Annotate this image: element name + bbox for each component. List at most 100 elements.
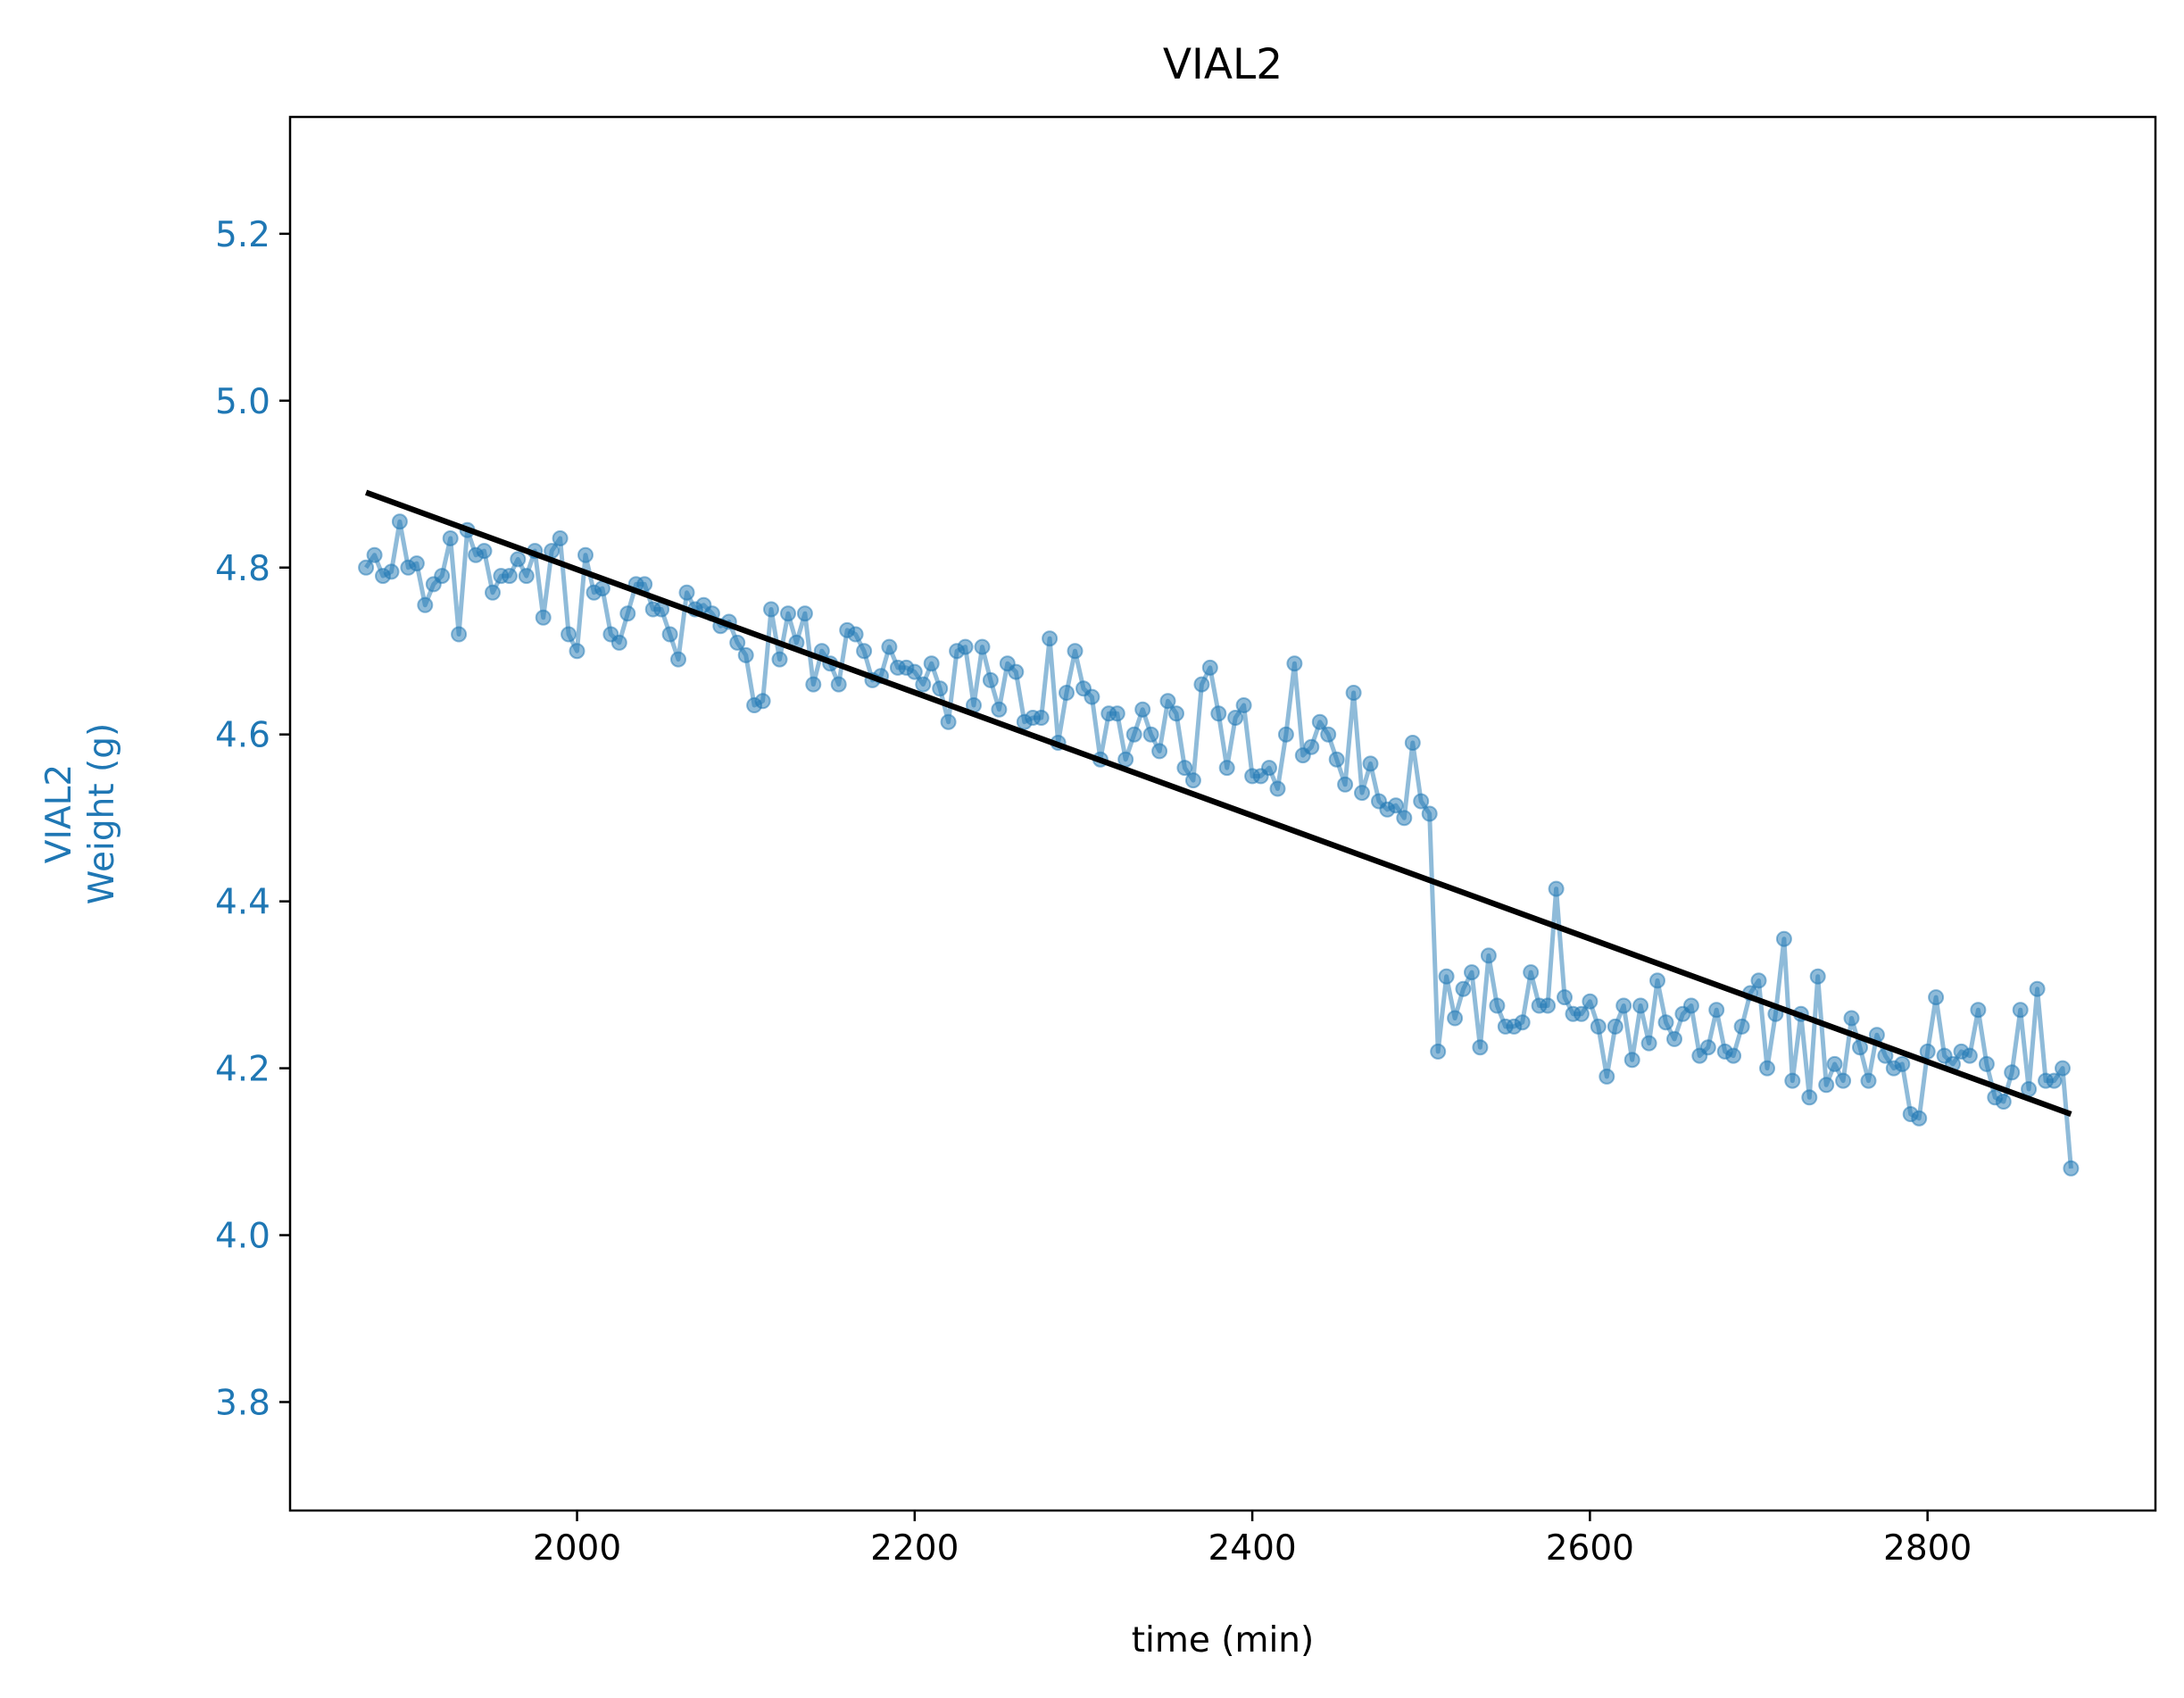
data-point <box>1750 972 1767 989</box>
data-point <box>1666 1030 1682 1047</box>
data-point <box>1699 1039 1716 1056</box>
data-point <box>1582 993 1599 1010</box>
data-point <box>1201 659 1218 676</box>
data-point <box>754 693 771 710</box>
data-point <box>1117 751 1134 768</box>
x-tick-label: 2000 <box>533 1528 621 1569</box>
data-point <box>1733 1018 1750 1035</box>
data-point <box>1354 785 1370 802</box>
data-point <box>1033 710 1050 726</box>
data-point <box>1970 1002 1987 1019</box>
data-point <box>1540 997 1557 1014</box>
data-point <box>1809 968 1826 985</box>
data-point <box>1387 797 1404 814</box>
data-point <box>1775 930 1792 947</box>
data-point <box>1818 1077 1835 1094</box>
data-point <box>1447 1010 1464 1027</box>
data-point <box>1657 1014 1674 1031</box>
data-point <box>1995 1094 2012 1110</box>
x-axis: 2000 2200 2400 2600 2800 <box>533 1511 1972 1569</box>
data-point <box>408 555 425 572</box>
data-point <box>982 671 999 688</box>
data-point <box>1286 655 1303 672</box>
data-point <box>940 713 957 730</box>
data-point <box>1337 776 1354 793</box>
x-tick-label: 2600 <box>1546 1528 1634 1569</box>
y-tick-label: 4.2 <box>215 1050 270 1090</box>
data-point <box>1168 705 1184 722</box>
data-point <box>1413 793 1430 810</box>
data-point <box>1328 751 1345 768</box>
data-point <box>915 676 932 693</box>
data-point <box>2012 1002 2029 1019</box>
data-point <box>830 676 847 693</box>
data-point <box>737 646 754 663</box>
data-point <box>391 513 408 530</box>
data-point <box>358 559 375 576</box>
data-point <box>1362 755 1379 772</box>
fit-line <box>365 489 2072 1118</box>
data-point <box>442 530 459 546</box>
data-point <box>771 651 788 668</box>
y-tick-label: 5.2 <box>215 215 270 255</box>
data-point <box>1269 780 1286 797</box>
data-point <box>1759 1060 1775 1077</box>
plot-frame <box>288 115 2157 1512</box>
data-point <box>1320 726 1337 743</box>
data-point <box>451 626 468 643</box>
data-point <box>1826 1055 1843 1072</box>
data-point <box>1277 726 1294 743</box>
data-point <box>957 638 974 655</box>
x-tick-label: 2200 <box>870 1528 959 1569</box>
data-point <box>1421 805 1438 822</box>
data-point <box>1961 1047 1978 1064</box>
data-point <box>1489 997 1506 1014</box>
data-point <box>1472 1039 1489 1056</box>
data-point <box>485 584 501 601</box>
x-tick-label: 2800 <box>1883 1528 1972 1569</box>
data-point <box>1843 1010 1860 1027</box>
data-point <box>1860 1072 1877 1089</box>
data-point <box>678 584 695 601</box>
data-point <box>974 638 991 655</box>
plot-marks <box>358 489 2080 1177</box>
data-point <box>932 680 949 697</box>
data-point <box>1464 964 1480 981</box>
data-point <box>518 568 535 585</box>
data-point <box>1725 1047 1742 1064</box>
data-point <box>1008 663 1025 680</box>
data-point <box>805 676 822 693</box>
data-point <box>1548 880 1565 897</box>
data-point <box>535 609 552 626</box>
data-point <box>1649 972 1665 989</box>
data-point <box>434 568 451 585</box>
data-point <box>1911 1110 1928 1127</box>
data-point <box>1599 1068 1615 1085</box>
data-point <box>1438 968 1455 985</box>
data-point <box>1852 1039 1868 1056</box>
data-point <box>1573 1005 1590 1022</box>
data-point <box>729 634 746 651</box>
data-point <box>1640 1035 1657 1052</box>
data-point <box>2046 1072 2063 1089</box>
data-point <box>561 626 577 643</box>
data-point <box>991 701 1008 718</box>
data-point <box>510 551 527 568</box>
data-point <box>1193 676 1210 693</box>
data-point <box>1455 980 1472 997</box>
data-point <box>1623 1052 1640 1069</box>
y-axis: 3.8 4.0 4.2 4.4 4.6 4.8 5.0 5.2 <box>215 215 290 1423</box>
y-tick-label: 4.6 <box>215 716 270 756</box>
data-point <box>906 663 923 680</box>
data-point <box>1151 743 1168 760</box>
y-axis-label-line-2: Weight (g) <box>82 723 122 904</box>
data-point <box>1682 997 1699 1014</box>
data-point <box>1514 1014 1531 1031</box>
y-tick-label: 3.8 <box>215 1383 270 1423</box>
data-point <box>1084 688 1100 705</box>
chart-title: VIAL2 <box>1163 40 1283 89</box>
data-point <box>1227 710 1244 726</box>
data-point <box>1134 701 1151 718</box>
